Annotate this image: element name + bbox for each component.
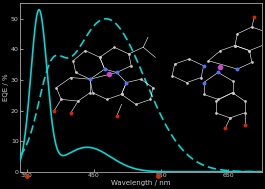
X-axis label: Wavelength / nm: Wavelength / nm bbox=[111, 180, 171, 186]
Y-axis label: EQE / %: EQE / % bbox=[3, 74, 10, 101]
